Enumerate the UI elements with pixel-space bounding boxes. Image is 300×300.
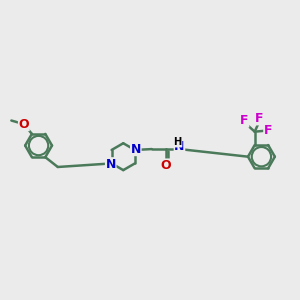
Text: O: O	[19, 118, 29, 130]
Text: N: N	[106, 158, 116, 171]
Text: N: N	[174, 140, 185, 153]
Text: O: O	[161, 159, 171, 172]
Text: F: F	[240, 114, 249, 127]
Text: F: F	[255, 112, 264, 125]
Text: N: N	[130, 142, 141, 156]
Text: F: F	[264, 124, 272, 137]
Text: H: H	[174, 137, 182, 147]
